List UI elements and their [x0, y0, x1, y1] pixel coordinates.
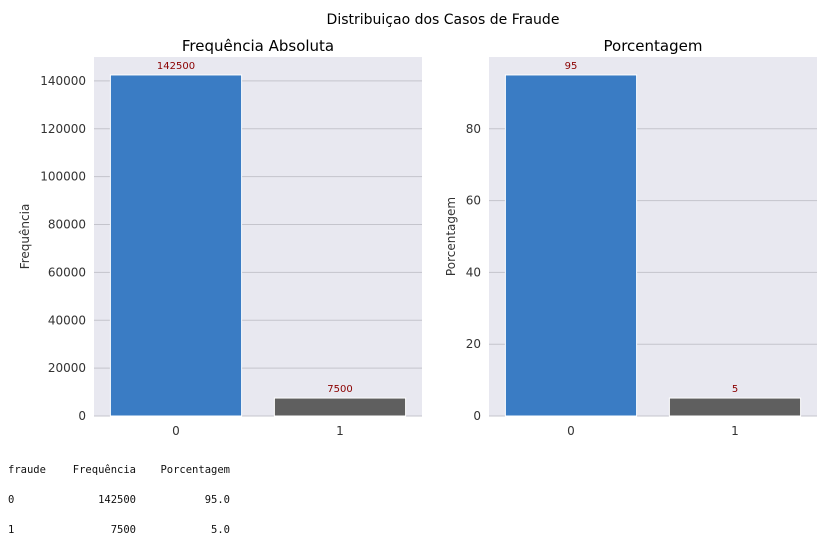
- summary-table: fraude Frequência Porcentagem 0 142500 95.0 …: [8, 448, 230, 553]
- tick-labels: 0 20 40 60 80 0 1: [466, 122, 739, 438]
- table-header: Porcentagem: [160, 464, 230, 476]
- chart-title: Frequência Absoluta: [182, 37, 334, 55]
- data-label: 142500: [157, 61, 195, 72]
- table-cell: 0: [8, 494, 15, 506]
- tick-labels: 0 20000 40000 60000 80000 100000 120000 140000 0…: [40, 74, 344, 438]
- figure: Distribuiçao dos Casos de Fraude 142500 7…: [18, 12, 817, 438]
- y-tick-label: 60000: [48, 265, 86, 279]
- y-tick-label: 60: [466, 194, 481, 208]
- x-tick-label: 0: [567, 424, 575, 438]
- table-header: fraude: [8, 464, 46, 476]
- y-tick-label: 80: [466, 122, 481, 136]
- table-cell: 7500: [110, 524, 136, 536]
- y-tick-label: 20000: [48, 361, 86, 375]
- chart-title: Porcentagem: [604, 37, 703, 55]
- y-tick-label: 80000: [48, 218, 86, 232]
- table-cell: 142500: [98, 494, 136, 506]
- bar-1: [668, 397, 802, 417]
- y-tick-label: 0: [78, 409, 86, 423]
- table-cell: 5.0: [211, 524, 230, 536]
- data-label: 5: [732, 384, 738, 395]
- table-header-row: fraude Frequência Porcentagem: [8, 463, 230, 478]
- chart-frequencia-absoluta: 142500 7500 0 20000 40000 60000 80000 100000 12…: [18, 37, 422, 438]
- x-tick-label: 1: [336, 424, 344, 438]
- chart-porcentagem: 95 5 0 20 40 60 80 0 1 Porcentagem Porcentagem: [444, 37, 817, 438]
- data-label: 7500: [327, 384, 352, 395]
- y-tick-label: 40: [466, 265, 481, 279]
- bars: 95 5: [504, 61, 802, 417]
- y-tick-label: 100000: [40, 170, 86, 184]
- bar-0: [504, 74, 638, 417]
- bar-1: [273, 397, 407, 417]
- y-tick-label: 0: [473, 409, 481, 423]
- bar-0: [109, 74, 243, 417]
- bars: 142500 7500: [109, 61, 407, 417]
- x-tick-label: 1: [731, 424, 739, 438]
- table-header: Frequência: [72, 464, 136, 476]
- y-tick-label: 40000: [48, 313, 86, 327]
- x-tick-label: 0: [172, 424, 180, 438]
- table-row: 1 7500 5.0: [8, 523, 230, 538]
- y-axis-label: Porcentagem: [444, 197, 458, 276]
- y-tick-label: 120000: [40, 122, 86, 136]
- data-label: 95: [565, 61, 578, 72]
- y-tick-label: 140000: [40, 74, 86, 88]
- y-axis-label: Frequência: [18, 204, 32, 270]
- table-cell: 1: [8, 524, 15, 536]
- table-row: 0 142500 95.0: [8, 493, 230, 508]
- y-tick-label: 20: [466, 337, 481, 351]
- table-cell: 95.0: [204, 494, 230, 506]
- figure-suptitle: Distribuiçao dos Casos de Fraude: [327, 12, 560, 28]
